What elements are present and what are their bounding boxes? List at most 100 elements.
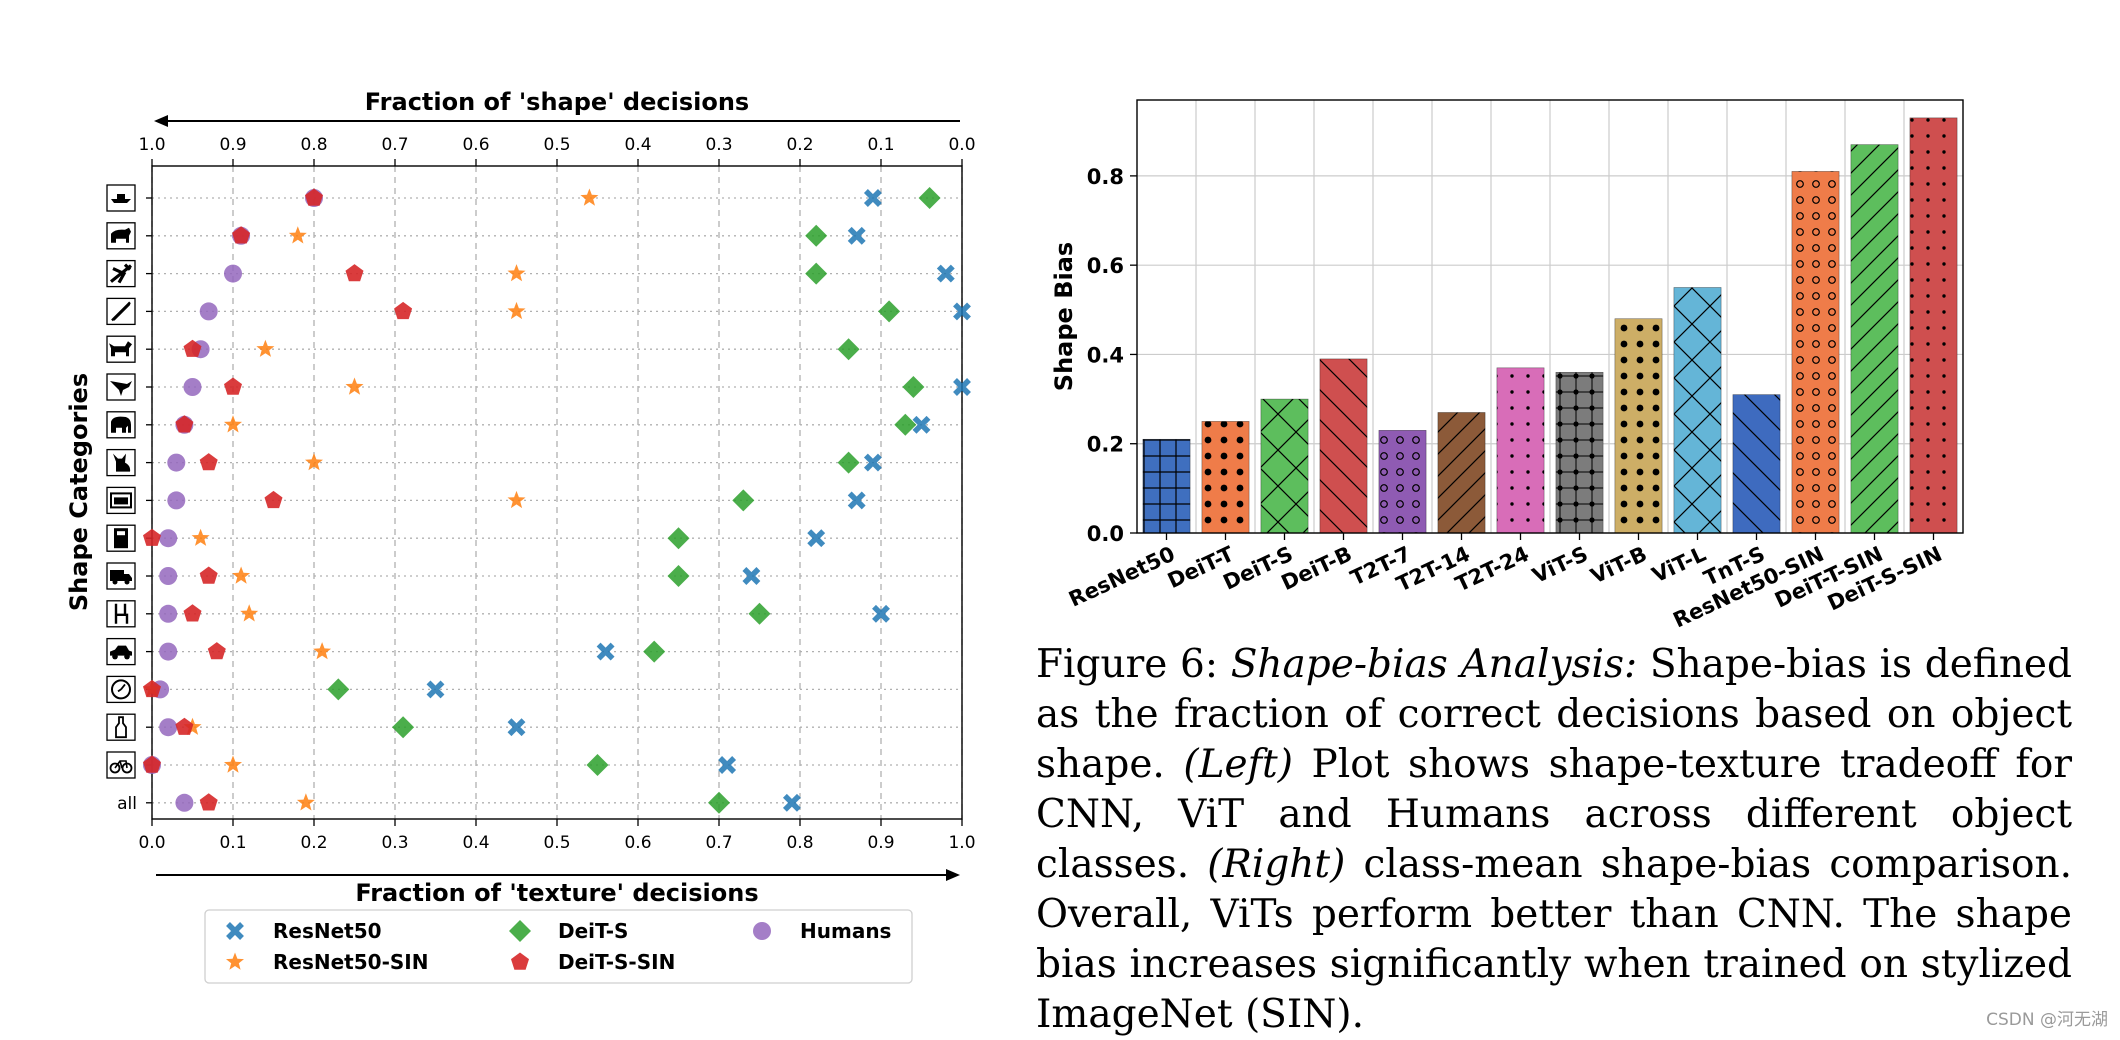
top-tick-label: 0.4 [624, 135, 651, 155]
bar-resnet50 [1142, 438, 1191, 534]
data-point [748, 602, 771, 625]
y-axis-title: Shape Categories [65, 373, 93, 611]
x-tick-label: 0.5 [543, 833, 570, 853]
x-tick-label: 0.9 [867, 833, 894, 853]
data-point [327, 678, 350, 701]
data-point [224, 415, 242, 433]
data-point [313, 642, 332, 660]
data-point [742, 567, 761, 585]
airplane-icon [106, 259, 136, 288]
data-point [175, 793, 194, 812]
caption-left-label: (Left) [1183, 742, 1293, 787]
truck-icon [106, 562, 136, 590]
x-tick-label: ViT-B [1587, 542, 1651, 589]
legend-marker [511, 952, 529, 970]
plot-frame [1136, 99, 1964, 534]
data-point [296, 793, 315, 811]
data-point [175, 717, 194, 735]
data-point [305, 188, 323, 206]
x-tick-label: ViT-L [1648, 542, 1709, 588]
caption-text-3: class-mean shape-bias comparison. Overal… [1036, 842, 2072, 1037]
bar-hatch [1909, 117, 1958, 534]
y-tick-label: 0.8 [1087, 165, 1124, 189]
cat-icon [106, 448, 136, 477]
bar-hatch [1673, 287, 1722, 534]
data-point [199, 793, 218, 811]
data-point [232, 566, 251, 584]
data-point [847, 226, 866, 245]
caption-text-1: Shape-bias is defined as the fraction of… [1036, 642, 2072, 787]
shape-texture-scatter-chart: 0.0 0.1 0.2 0.3 0.4 0.5 0.6 0.7 0.8 0.9 1.0 1.0 0.9 0… [65, 88, 976, 984]
bar-hatch [1319, 358, 1368, 534]
series-deit-s [327, 187, 941, 814]
clock-icon [106, 675, 136, 704]
elephant-icon [106, 411, 136, 439]
x-axis-title: Fraction of 'texture' decisions [355, 879, 758, 907]
data-point [872, 604, 890, 623]
top-axis-title: Fraction of 'shape' decisions [365, 88, 749, 116]
chair-icon [106, 600, 136, 628]
x-tick-label: 0.0 [138, 833, 165, 853]
data-point [240, 604, 259, 622]
data-point [224, 377, 242, 395]
data-point [232, 226, 251, 244]
data-point [345, 264, 364, 282]
data-point [143, 679, 161, 698]
dog-icon [106, 335, 136, 363]
data-point [167, 491, 186, 510]
data-point [224, 755, 242, 773]
bar-hatch [1142, 438, 1191, 534]
data-point [807, 529, 826, 548]
data-point [586, 754, 609, 776]
data-point [394, 301, 413, 320]
bar-vit-s [1555, 371, 1604, 534]
data-point [159, 642, 178, 661]
series-resnet50-sin [143, 188, 599, 811]
data-point [167, 453, 186, 472]
bar-resnet50-sin [1791, 171, 1840, 534]
data-point [782, 793, 801, 812]
data-point [936, 264, 955, 283]
data-point [288, 226, 307, 244]
x-tick-label: 0.8 [786, 833, 813, 853]
top-tick-label: 0.7 [381, 135, 408, 155]
watermark: CSDN @河无湖 [1986, 1010, 2108, 1030]
bear-icon [106, 222, 136, 250]
data-point [902, 376, 925, 398]
data-point [863, 453, 882, 472]
legend-label: ResNet50 [273, 919, 382, 943]
x-tick-label: 0.1 [219, 833, 246, 853]
x-tick-label: 0.3 [381, 833, 408, 853]
data-point [918, 187, 941, 209]
bar-vit-b [1614, 318, 1663, 534]
top-arrow-head [154, 115, 168, 127]
bar-t2t-24 [1496, 367, 1545, 534]
data-point [718, 756, 737, 774]
data-point [580, 188, 599, 206]
y-axis-title: Shape Bias [1050, 242, 1078, 391]
bar-hatch [1732, 394, 1781, 534]
data-point [256, 339, 275, 357]
top-tick-label: 0.3 [705, 135, 732, 155]
bar-deit-s [1260, 398, 1309, 534]
data-point [507, 301, 526, 320]
caption-fig-label: Figure 6: [1036, 642, 1218, 687]
bicycle-icon [106, 751, 136, 779]
data-point [643, 640, 666, 663]
legend-frame [204, 909, 913, 984]
data-point [159, 718, 178, 737]
legend-marker [226, 922, 244, 940]
bar-hatch [1791, 171, 1840, 534]
data-point [878, 300, 901, 323]
data-point [305, 453, 323, 471]
legend-marker [753, 922, 771, 940]
data-point [837, 451, 860, 474]
bottom-arrow-head [946, 869, 960, 881]
data-point [159, 604, 178, 623]
data-point [507, 264, 526, 282]
data-point [596, 642, 615, 661]
data-point [732, 489, 755, 512]
data-point [426, 680, 445, 699]
data-point [708, 791, 730, 814]
data-point [507, 718, 526, 737]
